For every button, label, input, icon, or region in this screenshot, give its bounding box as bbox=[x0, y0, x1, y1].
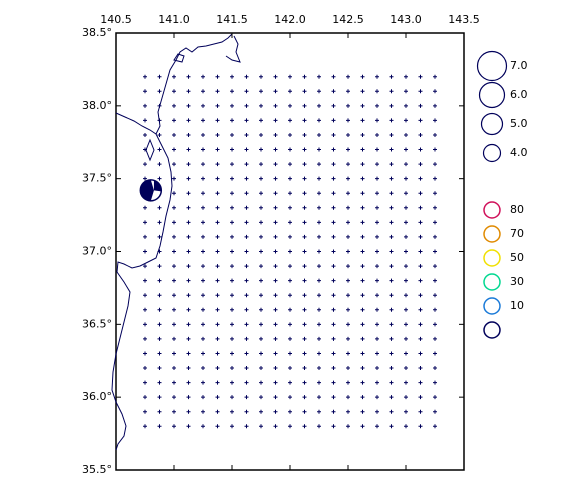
depth-legend-symbol bbox=[483, 201, 501, 219]
magnitude-legend-label: 6.0 bbox=[510, 88, 528, 101]
magnitude-legend-label: 5.0 bbox=[510, 117, 528, 130]
coastline bbox=[145, 53, 185, 162]
depth-legend-label: 70 bbox=[510, 227, 524, 240]
y-tick-label: 37.0° bbox=[82, 245, 112, 258]
magnitude-legend-symbol bbox=[478, 81, 506, 109]
x-tick-label: 141.0 bbox=[158, 13, 190, 26]
x-tick-label: 143.5 bbox=[448, 13, 480, 26]
x-tick-label: 143.0 bbox=[390, 13, 422, 26]
depth-legend-label: 50 bbox=[510, 251, 524, 264]
y-tick-label: 38.0° bbox=[82, 99, 112, 112]
x-tick-label: 142.5 bbox=[332, 13, 364, 26]
y-tick-label: 35.5° bbox=[82, 463, 112, 476]
grid-points bbox=[143, 74, 437, 429]
depth-legend-symbol bbox=[483, 225, 501, 243]
x-tick-label: 141.5 bbox=[216, 13, 248, 26]
y-tick-label: 37.5° bbox=[82, 172, 112, 185]
y-tick-label: 36.5° bbox=[82, 317, 112, 330]
depth-legend-symbol bbox=[483, 297, 501, 315]
magnitude-legend-symbol bbox=[482, 143, 502, 163]
depth-legend-symbol bbox=[483, 249, 501, 267]
event-beachball bbox=[140, 179, 162, 201]
x-tick-label: 140.5 bbox=[100, 13, 132, 26]
magnitude-legend-label: 4.0 bbox=[510, 146, 528, 159]
magnitude-legend-symbol bbox=[480, 112, 504, 136]
y-tick-label: 36.0° bbox=[82, 390, 112, 403]
x-tick-label: 142.0 bbox=[274, 13, 306, 26]
depth-legend-label: 30 bbox=[510, 275, 524, 288]
depth-legend-label: 80 bbox=[510, 203, 524, 216]
magnitude-legend-label: 7.0 bbox=[510, 59, 528, 72]
depth-legend-label: 10 bbox=[510, 299, 524, 312]
depth-legend-symbol bbox=[483, 273, 501, 291]
magnitude-legend-symbol bbox=[476, 50, 508, 82]
depth-legend-symbol bbox=[483, 321, 501, 339]
y-tick-label: 38.5° bbox=[82, 26, 112, 39]
coastline bbox=[111, 33, 241, 451]
